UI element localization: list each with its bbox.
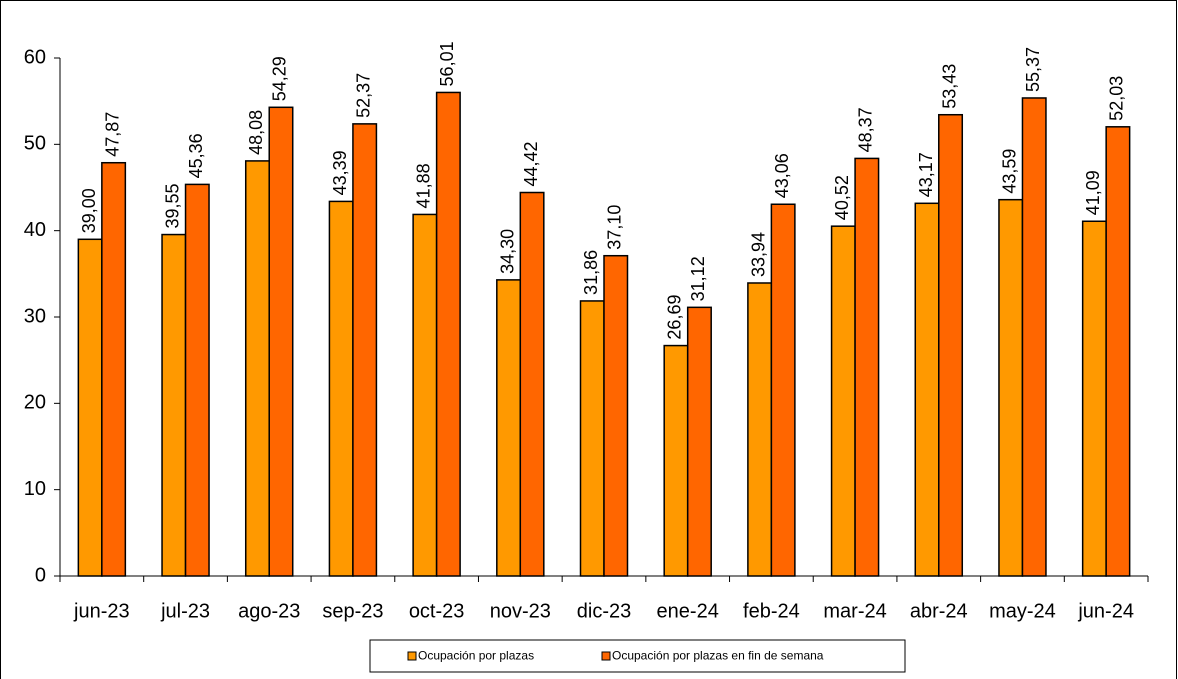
x-tick-label: ene-24	[657, 600, 719, 622]
value-label: 41,09	[1083, 170, 1103, 215]
bar	[998, 198, 1024, 577]
y-tick-label: 20	[24, 392, 46, 414]
value-label: 33,94	[748, 232, 768, 277]
bar	[435, 91, 461, 577]
x-tick-label: may-24	[989, 600, 1056, 622]
value-label: 34,30	[497, 229, 517, 274]
value-label: 53,43	[939, 64, 959, 109]
bar	[328, 200, 354, 577]
x-tick-label: jun-23	[73, 600, 130, 622]
legend-swatch	[407, 651, 417, 661]
bar	[1081, 220, 1107, 577]
bar	[101, 161, 127, 577]
x-tick-label: dic-23	[577, 600, 631, 622]
x-tick-label: jul-23	[160, 600, 210, 622]
value-label: 43,59	[999, 149, 1019, 194]
x-tick-label: abr-24	[910, 600, 968, 622]
value-label: 41,88	[414, 163, 434, 208]
bar	[496, 279, 522, 577]
value-label: 48,08	[246, 110, 266, 155]
bar	[268, 106, 294, 577]
value-label: 45,36	[186, 133, 206, 178]
y-tick-label: 50	[24, 133, 46, 155]
value-label: 31,12	[688, 256, 708, 301]
x-tick-label: feb-24	[743, 600, 800, 622]
bar	[663, 344, 689, 577]
y-tick-label: 60	[24, 46, 46, 68]
x-tick-label: oct-23	[409, 600, 465, 622]
bar	[412, 213, 438, 577]
x-tick-label: sep-23	[322, 600, 383, 622]
y-tick-label: 40	[24, 219, 46, 241]
y-tick-label: 0	[35, 564, 46, 586]
value-label: 40,52	[832, 175, 852, 220]
value-label: 52,37	[353, 73, 373, 118]
bar	[603, 254, 629, 577]
x-tick-label: nov-23	[490, 600, 551, 622]
x-tick-label: mar-24	[823, 600, 886, 622]
x-tick-label: ago-23	[238, 600, 300, 622]
value-label: 39,00	[79, 188, 99, 233]
value-label: 47,87	[102, 112, 122, 157]
value-label: 43,06	[772, 153, 792, 198]
value-label: 48,37	[856, 107, 876, 152]
bar	[938, 113, 964, 577]
bar	[914, 202, 940, 577]
value-label: 37,10	[605, 205, 625, 250]
value-label: 54,29	[270, 56, 290, 101]
bar	[770, 203, 796, 577]
value-label: 43,17	[916, 152, 936, 197]
bar	[161, 233, 187, 577]
legend-label: Ocupación por plazas en fin de semana	[612, 649, 824, 663]
legend-swatch	[601, 651, 611, 661]
bar	[519, 191, 545, 577]
bar	[244, 160, 270, 577]
y-tick-label: 30	[24, 305, 46, 327]
bar	[1105, 126, 1131, 577]
bar	[686, 306, 712, 577]
value-label: 43,39	[330, 150, 350, 195]
bar	[352, 123, 378, 577]
bar	[77, 238, 103, 577]
value-label: 39,55	[163, 184, 183, 229]
bar	[830, 225, 856, 577]
bar	[1021, 97, 1047, 577]
value-label: 56,01	[437, 41, 457, 86]
legend-label: Ocupación por plazas	[418, 649, 534, 663]
bar	[854, 157, 880, 577]
value-label: 44,42	[521, 141, 541, 186]
value-label: 26,69	[665, 295, 685, 340]
legend-box	[369, 639, 906, 673]
bar	[184, 183, 210, 577]
value-label: 52,03	[1107, 76, 1127, 121]
y-tick-label: 10	[24, 478, 46, 500]
x-tick-label: jun-24	[1077, 600, 1134, 622]
bar	[579, 300, 605, 577]
value-label: 31,86	[581, 250, 601, 295]
bar	[747, 282, 773, 577]
value-label: 55,37	[1023, 47, 1043, 92]
